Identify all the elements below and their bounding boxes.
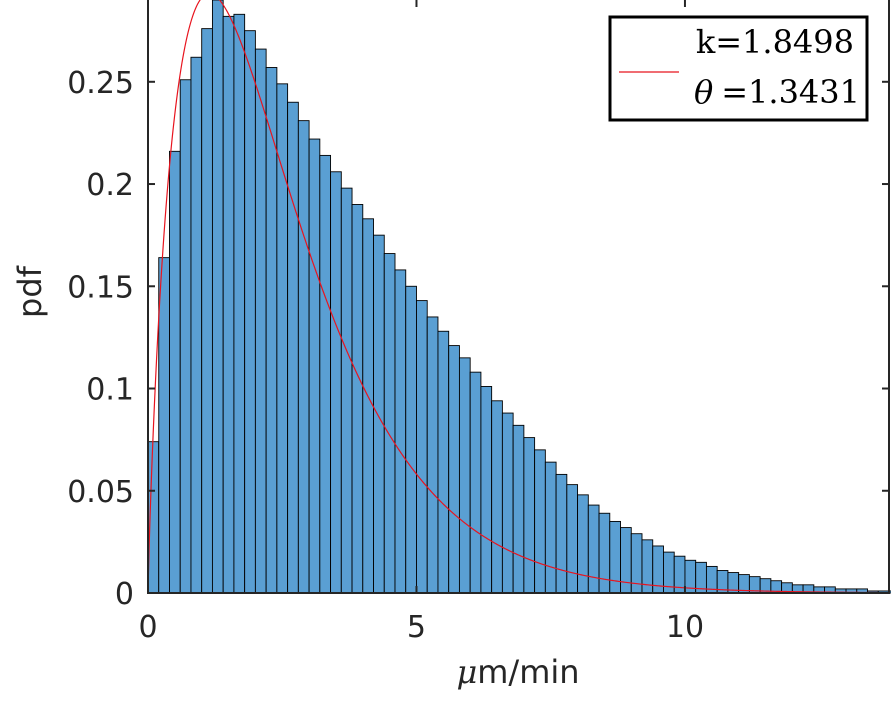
- y-tick-label: 0.05: [67, 475, 134, 510]
- fit-curve-line: [147, 0, 890, 594]
- histogram-bar: [512, 424, 525, 594]
- histogram-bar: [233, 13, 246, 594]
- histogram-bar: [254, 48, 267, 594]
- y-tick-label: 0: [115, 577, 134, 612]
- histogram-bar: [276, 83, 289, 594]
- histogram-bar: [458, 357, 471, 594]
- histogram-bar: [201, 28, 213, 594]
- histogram-bar: [222, 15, 235, 594]
- y-axis-label: pdf: [11, 265, 49, 318]
- histogram-bar: [351, 204, 364, 594]
- histogram-bar: [158, 257, 170, 594]
- histogram-bar: [244, 30, 256, 594]
- histogram-bar: [362, 218, 374, 594]
- histogram-bar: [544, 461, 557, 594]
- y-tick-label: 0.15: [67, 270, 134, 305]
- histogram-bar: [566, 484, 579, 594]
- histogram-bar: [416, 300, 428, 594]
- y-tick-label: 0.25: [67, 66, 134, 101]
- histogram-bar: [555, 473, 568, 594]
- x-tick-labels: 0 5 10: [138, 610, 704, 645]
- histogram-bar: [426, 316, 439, 594]
- histogram-bar: [179, 79, 192, 594]
- histogram-bar: [577, 494, 589, 594]
- axis-ticks: [147, 0, 889, 594]
- histogram-bar: [319, 154, 332, 594]
- x-tick-label: 0: [138, 610, 157, 645]
- histogram-bar: [480, 386, 493, 594]
- histogram-bar: [211, 0, 224, 594]
- histogram-bar: [437, 330, 450, 594]
- legend-entry-theta: θ =1.3431: [694, 73, 860, 111]
- x-axis-label: μm/min: [456, 653, 579, 691]
- histogram-bar: [448, 345, 460, 594]
- histogram-bar: [383, 253, 396, 594]
- legend-entry-k: k=1.8498: [696, 23, 854, 61]
- legend: k=1.8498 θ =1.3431: [608, 15, 869, 122]
- histogram-bar: [469, 371, 482, 594]
- histogram-bar: [501, 412, 514, 594]
- legend-box: [608, 15, 869, 122]
- histogram-bar: [598, 512, 611, 594]
- histogram-bar: [190, 56, 203, 594]
- histogram-bar: [373, 234, 385, 594]
- histogram-bar: [297, 120, 310, 594]
- histogram-bar: [287, 101, 299, 594]
- histogram-bar: [534, 449, 546, 594]
- y-tick-labels: 0 0.05 0.1 0.15 0.2 0.25: [67, 66, 134, 612]
- histogram-bar: [491, 400, 503, 594]
- histogram-bar: [609, 520, 621, 594]
- histogram-bar: [169, 150, 181, 594]
- y-tick-label: 0.1: [86, 373, 134, 408]
- x-tick-label: 5: [407, 610, 426, 645]
- histogram-bar: [308, 138, 321, 594]
- x-axis-label-unit: m/min: [477, 653, 579, 691]
- y-tick-label: 0.2: [86, 168, 134, 203]
- histogram-bar: [340, 187, 353, 594]
- legend-theta-value: =1.3431: [721, 73, 860, 111]
- histogram-bar: [394, 269, 407, 594]
- histogram-bar: [523, 437, 536, 594]
- histogram-bar: [405, 285, 417, 594]
- histogram-bar: [587, 504, 600, 594]
- x-tick-label: 10: [666, 610, 704, 645]
- histogram-bar: [330, 171, 342, 594]
- axes-box: [147, 0, 890, 594]
- x-axis-label-symbol: μ: [456, 653, 477, 691]
- legend-theta-symbol: θ: [694, 73, 713, 111]
